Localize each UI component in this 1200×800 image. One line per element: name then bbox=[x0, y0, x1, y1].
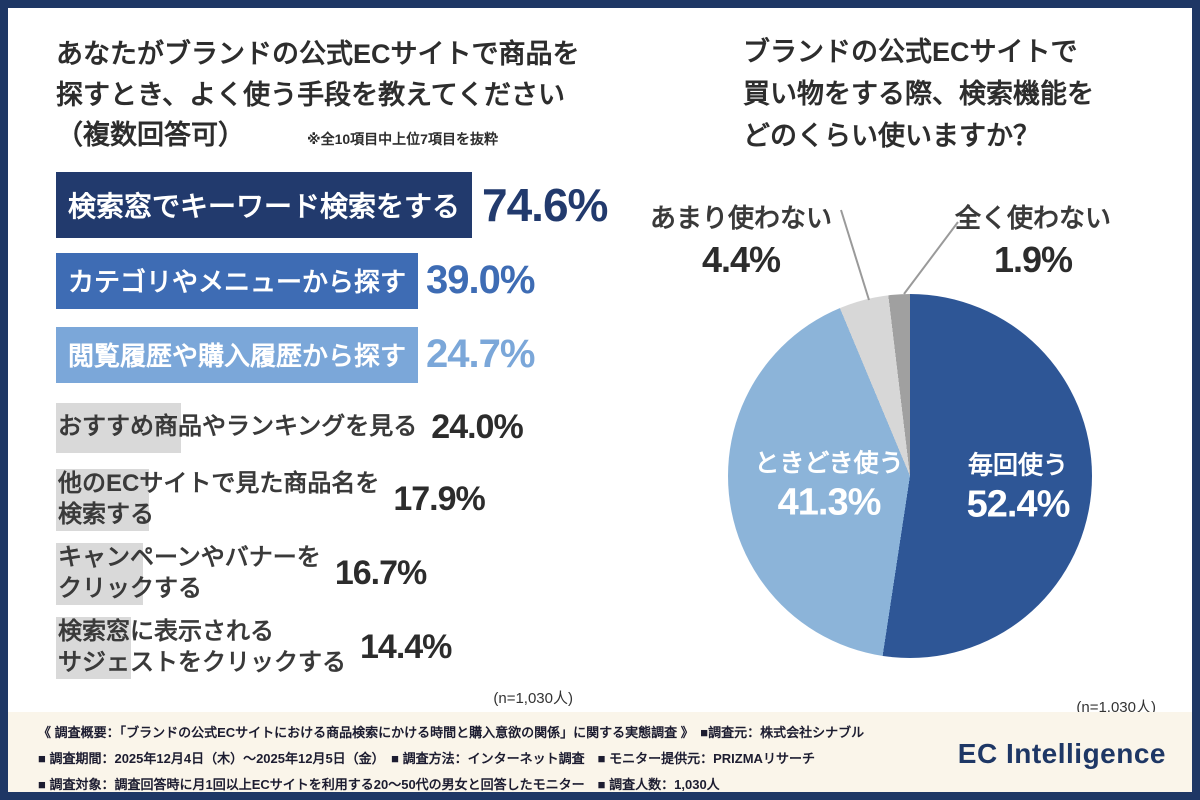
pie-slice-value: 1.9% bbox=[993, 239, 1073, 280]
bar-value: 24.0% bbox=[431, 408, 523, 446]
bar-row: 閲覧履歴や購入履歴から探す 24.7% bbox=[56, 326, 601, 383]
survey-period-line: ■ 調査期間：2025年12月4日（木）〜2025年12月5日（金） ■ 調査方… bbox=[38, 751, 815, 766]
bar-row: 検索窓に表示される サジェストをクリックする 14.4% bbox=[56, 616, 601, 679]
bar-row: キャンペーンやバナーを クリックする 16.7% bbox=[56, 542, 601, 605]
pie-slice-value: 4.4% bbox=[701, 239, 781, 280]
bar-label: おすすめ商品やランキングを見る bbox=[58, 413, 418, 441]
pie-slice-label: 全く使わない bbox=[954, 203, 1111, 233]
sample-size-label: (n=1,030人) bbox=[493, 689, 573, 707]
pie-slice-sometimes: ときどき使う 41.3% bbox=[754, 444, 903, 525]
bar-value: 14.4% bbox=[360, 628, 452, 666]
bar-segment bbox=[56, 542, 143, 605]
bar-segment: 閲覧履歴や購入履歴から探す bbox=[56, 326, 419, 383]
pie-slice-every-time: 毎回使う 52.4% bbox=[966, 446, 1071, 527]
pie-callout-rarely: あまり使わない 4.4% bbox=[626, 198, 856, 281]
sample-size-label: (n=1,030人) bbox=[1076, 699, 1156, 716]
survey-footer: 《 調査概要：「ブランドの公式ECサイトにおける商品検索にかける時間と購入意欲の… bbox=[8, 712, 1192, 792]
bar-row: 検索窓でキーワード検索をする 74.6% bbox=[56, 171, 608, 238]
bar-segment: 検索窓でキーワード検索をする bbox=[56, 171, 473, 238]
survey-target-line: ■ 調査対象：調査回答時に月1回以上ECサイトを利用する20〜50代の男女と回答… bbox=[38, 777, 720, 792]
bar-rows: 検索窓でキーワード検索をする 74.6% カテゴリやメニューから探す 39.0%… bbox=[56, 171, 608, 679]
pie-callout-never: 全く使わない 1.9% bbox=[933, 198, 1133, 281]
pie-chart-section: ブランドの公式ECサイトで 買い物をする際、検索機能を どのくらい使いますか？ … bbox=[608, 32, 1180, 720]
bar-chart-section: あなたがブランドの公式ECサイトで商品を 探すとき、よく使う手段を教えてください… bbox=[56, 34, 608, 708]
bar-row: おすすめ商品やランキングを見る 24.0% bbox=[56, 402, 601, 453]
pie-slice-value: 41.3% bbox=[777, 481, 882, 524]
bar-value: 74.6% bbox=[482, 178, 608, 231]
pie-slice-label: ときどき使う bbox=[754, 449, 904, 478]
bar-segment: カテゴリやメニューから探す bbox=[56, 252, 419, 309]
bar-row: 他のECサイトで見た商品名を 検索する 17.9% bbox=[56, 468, 601, 531]
bar-chart-title: あなたがブランドの公式ECサイトで商品を 探すとき、よく使う手段を教えてください… bbox=[56, 34, 601, 156]
ec-intelligence-logo: EC Intelligence bbox=[957, 738, 1166, 769]
bar-segment bbox=[56, 468, 150, 531]
bar-value: 16.7% bbox=[334, 554, 427, 592]
bar-title-line1: あなたがブランドの公式ECサイトで商品を bbox=[56, 39, 580, 69]
bar-label: 検索窓に表示される サジェストをクリックする bbox=[58, 617, 346, 676]
survey-overview-line: 《 調査概要：「ブランドの公式ECサイトにおける商品検索にかける時間と購入意欲の… bbox=[38, 725, 865, 740]
bar-label: キャンペーンやバナーを クリックする bbox=[58, 543, 321, 602]
pie: 毎回使う 52.4% ときどき使う 41.3% bbox=[728, 294, 1092, 658]
bar-row: カテゴリやメニューから探す 39.0% bbox=[56, 252, 601, 309]
bar-value: 17.9% bbox=[393, 480, 485, 518]
pie-slice-label: 毎回使う bbox=[967, 451, 1068, 480]
bar-segment bbox=[56, 616, 131, 679]
bar-segment bbox=[56, 402, 181, 453]
bar-value: 24.7% bbox=[426, 332, 535, 376]
bar-title-line2: 探すとき、よく使う手段を教えてください bbox=[56, 79, 565, 110]
pie-slice-label: あまり使わない bbox=[649, 203, 832, 233]
pie-slice-value: 52.4% bbox=[966, 483, 1071, 526]
pie-chart-title: ブランドの公式ECサイトで 買い物をする際、検索機能を どのくらい使いますか？ bbox=[743, 37, 1094, 151]
bar-label: 他のECサイトで見た商品名を 検索する bbox=[58, 469, 380, 528]
bar-title-line3: （複数回答可） bbox=[56, 120, 245, 150]
bar-chart-note: ※全10項目中上位7項目を抜粋 bbox=[307, 131, 498, 147]
bar-value: 39.0% bbox=[426, 258, 535, 302]
